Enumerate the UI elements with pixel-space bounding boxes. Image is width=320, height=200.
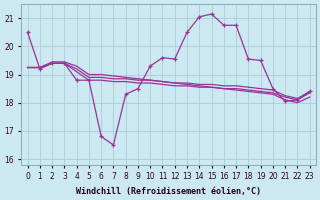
X-axis label: Windchill (Refroidissement éolien,°C): Windchill (Refroidissement éolien,°C) [76, 187, 261, 196]
